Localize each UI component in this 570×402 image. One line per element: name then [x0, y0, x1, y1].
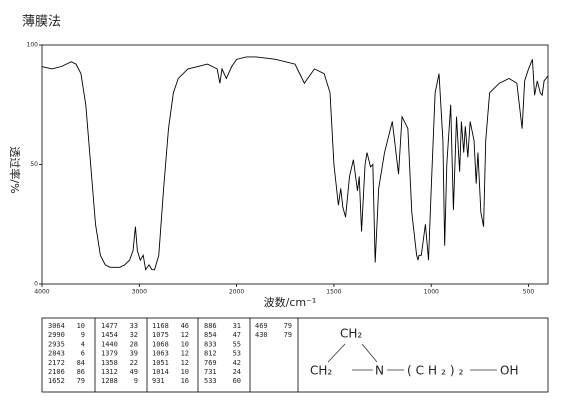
peak-wavenumber: 1440: [101, 340, 118, 348]
structure-label: OH: [500, 364, 518, 378]
peak-wavenumber: 469: [255, 322, 268, 330]
peak-transmittance: 79: [77, 377, 85, 385]
peak-transmittance: 42: [233, 359, 241, 367]
peak-wavenumber: 769: [204, 359, 217, 367]
peak-wavenumber: 931: [152, 377, 165, 385]
peak-transmittance: 49: [130, 368, 138, 376]
peak-transmittance: 47: [233, 331, 241, 339]
peak-transmittance: 12: [181, 331, 189, 339]
x-tick-label: 4000: [34, 289, 49, 296]
peak-wavenumber: 833: [204, 340, 217, 348]
chart-title: 薄膜法: [22, 15, 61, 30]
peak-transmittance: 55: [233, 340, 241, 348]
y-tick-label: 50: [30, 161, 38, 168]
y-tick-label: 100: [27, 42, 39, 49]
peak-wavenumber: 854: [204, 331, 217, 339]
peak-wavenumber: 430: [255, 331, 268, 339]
peak-transmittance: 10: [181, 368, 189, 376]
peak-wavenumber: 2990: [48, 331, 65, 339]
x-tick-label: 1500: [326, 289, 341, 296]
peak-transmittance: 79: [284, 331, 292, 339]
peak-wavenumber: 1075: [152, 331, 169, 339]
peak-transmittance: 12: [181, 350, 189, 358]
x-axis-label: 波数/cm⁻¹: [264, 296, 317, 309]
peak-transmittance: 4: [81, 340, 85, 348]
peak-transmittance: 10: [77, 322, 85, 330]
peak-transmittance: 39: [130, 350, 138, 358]
peak-transmittance: 31: [233, 322, 241, 330]
peak-wavenumber: 2172: [48, 359, 65, 367]
plot-frame: [41, 44, 549, 285]
peak-transmittance: 16: [181, 377, 189, 385]
peak-wavenumber: 533: [204, 377, 217, 385]
bond: [327, 343, 346, 363]
y-tick-label: 0: [34, 281, 38, 288]
peak-transmittance: 84: [77, 359, 85, 367]
peak-wavenumber: 1652: [48, 377, 65, 385]
peak-wavenumber: 886: [204, 322, 217, 330]
peak-wavenumber: 2935: [48, 340, 65, 348]
peak-wavenumber: 1068: [152, 340, 169, 348]
peak-wavenumber: 1168: [152, 322, 169, 330]
y-axis-label: 透过率/%: [8, 146, 22, 193]
peak-wavenumber: 1358: [101, 359, 118, 367]
peak-transmittance: 33: [130, 322, 138, 330]
peak-transmittance: 28: [130, 340, 138, 348]
peak-transmittance: 22: [130, 359, 138, 367]
peak-wavenumber: 1014: [152, 368, 169, 376]
structure-label: CH₂: [310, 364, 332, 378]
peak-transmittance: 86: [77, 368, 85, 376]
peak-transmittance: 9: [81, 331, 85, 339]
x-tick-label: 1000: [424, 289, 439, 296]
peak-wavenumber: 812: [204, 350, 217, 358]
peak-wavenumber: 1379: [101, 350, 118, 358]
peak-wavenumber: 2106: [48, 368, 65, 376]
peak-transmittance: 46: [181, 322, 189, 330]
peak-wavenumber: 1454: [101, 331, 118, 339]
spectrum-line: [41, 56, 549, 271]
peak-transmittance: 79: [284, 322, 292, 330]
peak-transmittance: 12: [181, 359, 189, 367]
peak-wavenumber: 3064: [48, 322, 65, 330]
x-tick-label: 2000: [229, 289, 244, 296]
structure-label: N: [375, 364, 384, 378]
peak-transmittance: 53: [233, 350, 241, 358]
peak-wavenumber: 2843: [48, 350, 65, 358]
peak-wavenumber: 1477: [101, 322, 118, 330]
peak-wavenumber: 1312: [101, 368, 118, 376]
peak-transmittance: 9: [134, 377, 138, 385]
peak-transmittance: 10: [181, 340, 189, 348]
structure-label: CH₂: [340, 327, 362, 341]
peak-transmittance: 32: [130, 331, 138, 339]
peak-transmittance: 24: [233, 368, 241, 376]
table-dividers: [94, 318, 299, 392]
x-tick-label: 500: [523, 289, 535, 296]
structure-label: (CH₂)₂: [407, 364, 467, 378]
x-tick-label: 3000: [132, 289, 147, 296]
peak-wavenumber: 1051: [152, 359, 169, 367]
peak-wavenumber: 1063: [152, 350, 169, 358]
peak-wavenumber: 731: [204, 368, 217, 376]
peak-wavenumber: 1288: [101, 377, 118, 385]
structure-bonds: [327, 343, 497, 371]
bond: [361, 343, 378, 363]
table-frame: [41, 317, 549, 393]
peak-transmittance: 6: [81, 350, 85, 358]
peak-transmittance: 60: [233, 377, 241, 385]
